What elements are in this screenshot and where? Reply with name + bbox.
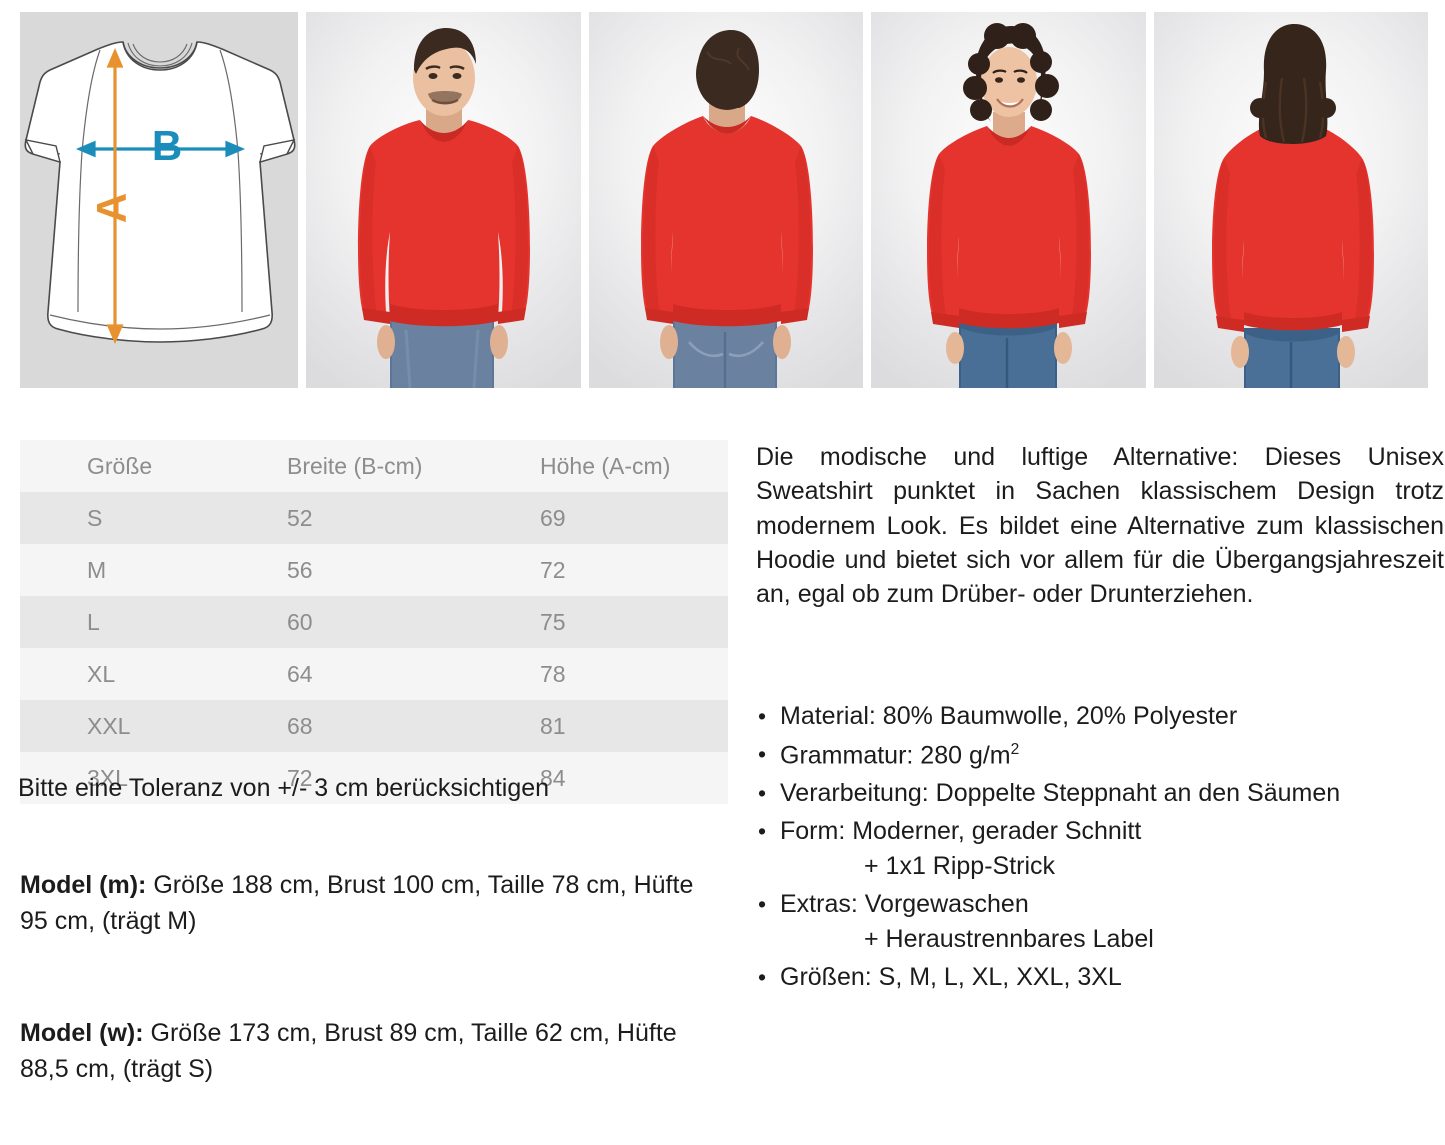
product-description: Die modische und luftige Alternative: Di… xyxy=(756,443,1444,608)
model-male-front-figure xyxy=(358,28,531,388)
column-header-width: Breite (B-cm) xyxy=(287,452,423,479)
model-male-label: Model (m): xyxy=(20,871,147,899)
model-female-front-panel xyxy=(871,12,1146,388)
details-section: Größe Breite (B-cm) Höhe (A-cm) S 52 69 … xyxy=(0,396,1445,1145)
spec-text: Größen: S, M, L, XL, XXL, 3XL xyxy=(780,963,1122,992)
measure-b-label: B xyxy=(152,122,182,169)
spec-item-processing: Verarbeitung: Doppelte Steppnaht an den … xyxy=(756,781,1445,806)
table-row: XXL 68 81 xyxy=(20,700,728,752)
tolerance-note: Bitte eine Toleranz von +/- 3 cm berücks… xyxy=(18,774,550,802)
cell-height: 72 xyxy=(540,556,566,583)
measure-a-arrow xyxy=(106,47,124,345)
model-male-front-panel xyxy=(306,12,581,388)
spec-item-extras: Extras: Vorgewaschen + Heraustrennbares … xyxy=(756,892,1445,952)
table-row: L 60 75 xyxy=(20,596,728,648)
cell-size: S xyxy=(87,504,103,531)
spec-item-material: Material: 80% Baumwolle, 20% Polyester xyxy=(756,704,1445,729)
spec-superscript: 2 xyxy=(1010,741,1020,758)
spec-subtext: + Heraustrennbares Label xyxy=(864,925,1154,954)
model-female-back-panel xyxy=(1153,12,1428,388)
cell-height: 81 xyxy=(540,712,566,739)
spec-subtext: + 1x1 Ripp-Strick xyxy=(864,852,1056,881)
cell-height: 84 xyxy=(540,764,566,791)
column-header-size: Größe xyxy=(87,452,153,479)
size-diagram-panel: B A xyxy=(20,12,299,388)
cell-width: 72 xyxy=(287,764,313,791)
cell-width: 68 xyxy=(287,712,313,739)
cell-size: L xyxy=(87,608,100,635)
spec-item-shape: Form: Moderner, gerader Schnitt + 1x1 Ri… xyxy=(756,819,1445,879)
table-row: XL 64 78 xyxy=(20,648,728,700)
table-header-row: Größe Breite (B-cm) Höhe (A-cm) xyxy=(20,440,728,492)
model-male-back-panel xyxy=(588,12,864,388)
cell-width: 56 xyxy=(287,556,313,583)
product-spec-list: Material: 80% Baumwolle, 20% Polyester G… xyxy=(756,704,1445,1003)
measure-b-arrow xyxy=(75,140,246,158)
spec-text: Material: 80% Baumwolle, 20% Polyester xyxy=(780,702,1238,730)
model-female-measurements: Größe 173 cm, Brust 89 cm, Taille 62 cm,… xyxy=(20,1019,677,1083)
spec-text: Grammatur: 280 g/m xyxy=(780,741,1011,770)
cell-size: XXL xyxy=(87,712,131,739)
model-female-front-figure xyxy=(927,23,1092,388)
product-image-strip: B A xyxy=(20,12,1428,388)
cell-height: 69 xyxy=(540,504,566,531)
size-chart-table: Größe Breite (B-cm) Höhe (A-cm) S 52 69 … xyxy=(20,440,728,804)
model-female-back-figure xyxy=(1211,24,1374,388)
model-male-info: Model (m): Größe 188 cm, Brust 100 cm, T… xyxy=(20,868,720,939)
cell-height: 75 xyxy=(540,608,566,635)
cell-width: 60 xyxy=(287,608,313,635)
cell-size: 3XL xyxy=(87,764,128,791)
table-row: 3XL 72 84 xyxy=(20,752,728,804)
cell-width: 64 xyxy=(287,660,313,687)
column-header-height: Höhe (A-cm) xyxy=(540,452,671,479)
model-female-label: Model (w): xyxy=(20,1019,144,1047)
cell-width: 52 xyxy=(287,504,313,531)
spec-text: Form: Moderner, gerader Schnitt xyxy=(780,817,1142,846)
cell-height: 78 xyxy=(540,660,566,687)
table-row: M 56 72 xyxy=(20,544,728,596)
model-male-back-figure xyxy=(640,30,813,388)
spec-text: Extras: Vorgewaschen xyxy=(780,890,1029,919)
sweatshirt-technical-drawing: B A xyxy=(24,41,296,345)
measure-a-label: A xyxy=(88,193,135,223)
cell-size: M xyxy=(87,556,107,583)
table-row: S 52 69 xyxy=(20,492,728,544)
model-male-measurements: Größe 188 cm, Brust 100 cm, Taille 78 cm… xyxy=(20,871,694,935)
model-female-info: Model (w): Größe 173 cm, Brust 89 cm, Ta… xyxy=(20,1016,720,1087)
spec-text: Verarbeitung: Doppelte Steppnaht an den … xyxy=(780,779,1341,808)
spec-item-weight: Grammatur: 280 g/m2 xyxy=(756,742,1445,768)
cell-size: XL xyxy=(87,660,116,687)
spec-item-sizes: Größen: S, M, L, XL, XXL, 3XL xyxy=(756,965,1445,990)
